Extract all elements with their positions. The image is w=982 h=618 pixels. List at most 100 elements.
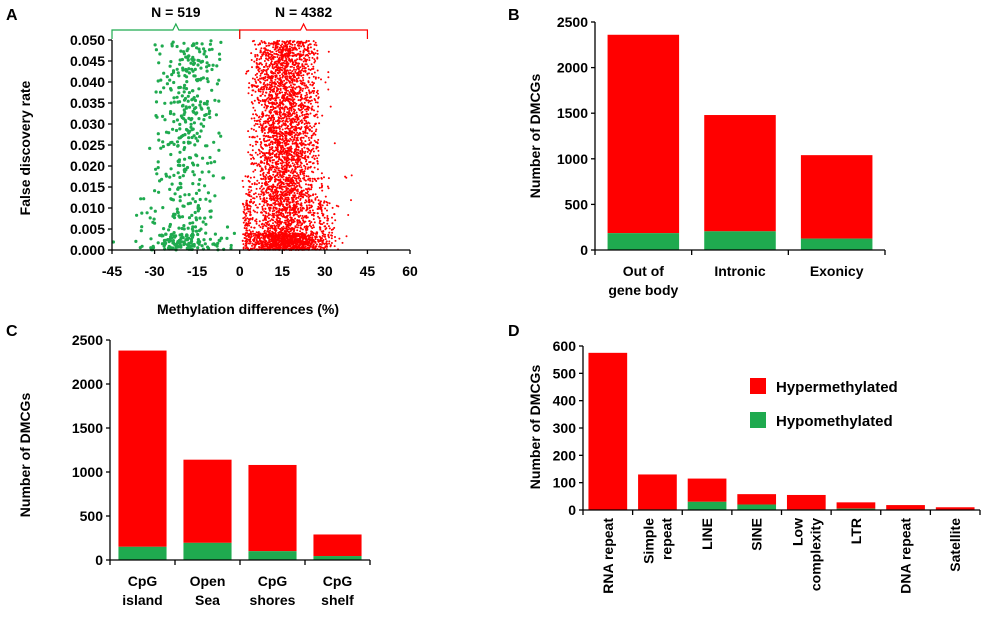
hypo-point bbox=[208, 109, 212, 113]
hyper-point bbox=[251, 183, 254, 185]
hyper-point bbox=[302, 60, 305, 63]
hypermethylated-bar bbox=[183, 459, 232, 543]
hyper-point bbox=[257, 240, 260, 243]
hyper-point bbox=[306, 225, 309, 228]
hyper-point bbox=[259, 100, 262, 102]
hyper-point bbox=[278, 184, 281, 187]
hyper-point bbox=[281, 188, 284, 191]
hyper-point bbox=[275, 167, 278, 170]
hyper-point bbox=[274, 44, 277, 47]
hyper-point bbox=[287, 242, 290, 245]
hyper-point bbox=[256, 206, 259, 209]
hyper-point bbox=[308, 43, 311, 46]
hyper-point bbox=[281, 162, 283, 165]
hyper-point bbox=[268, 159, 271, 162]
hyper-point bbox=[301, 83, 304, 85]
hypo-point bbox=[168, 78, 172, 82]
hyper-point bbox=[251, 136, 254, 139]
hyper-point bbox=[269, 126, 272, 129]
hyper-point bbox=[267, 131, 270, 134]
hyper-point bbox=[272, 186, 275, 189]
hyper-point bbox=[248, 235, 251, 238]
hypo-point bbox=[160, 177, 164, 181]
panel-a-axes: 0.0000.0050.0100.0150.0200.0250.0300.035… bbox=[70, 32, 418, 279]
hyper-point bbox=[301, 67, 304, 70]
hyper-point bbox=[279, 137, 281, 140]
hyper-point bbox=[243, 208, 246, 211]
hyper-point bbox=[308, 206, 311, 209]
hyper-point bbox=[284, 149, 287, 152]
hyper-point bbox=[305, 40, 308, 43]
hyper-point bbox=[312, 245, 315, 248]
hyper-point bbox=[275, 64, 278, 67]
hypo-point bbox=[184, 238, 188, 242]
hypo-point bbox=[183, 193, 187, 197]
hyper-point bbox=[285, 73, 288, 76]
hypo-point bbox=[196, 63, 200, 67]
hyper-point bbox=[250, 84, 253, 87]
hyper-point bbox=[273, 61, 276, 64]
hyper-point bbox=[326, 204, 329, 207]
hyper-point bbox=[276, 119, 279, 122]
hyper-point bbox=[277, 53, 280, 56]
hyper-point bbox=[256, 76, 258, 79]
hyper-point bbox=[284, 240, 287, 242]
hypo-point bbox=[192, 121, 196, 125]
hypo-point bbox=[134, 239, 138, 243]
hyper-point bbox=[279, 181, 282, 184]
hyper-point bbox=[244, 224, 247, 227]
hyper-point bbox=[278, 92, 281, 95]
hyper-point bbox=[302, 132, 305, 135]
hyper-point bbox=[333, 213, 336, 216]
hyper-point bbox=[274, 47, 277, 50]
hypo-point bbox=[190, 57, 194, 61]
hyper-point bbox=[258, 152, 261, 155]
hyper-point bbox=[326, 245, 328, 248]
hyper-point bbox=[306, 243, 309, 246]
hyper-point bbox=[327, 50, 330, 53]
hypo-point bbox=[194, 153, 198, 157]
hyper-point bbox=[254, 140, 257, 143]
hypo-point bbox=[170, 232, 174, 236]
panel-a-x-tick-label: -15 bbox=[187, 263, 207, 279]
hyper-point bbox=[279, 99, 282, 101]
hyper-point bbox=[289, 88, 292, 91]
hyper-point bbox=[270, 58, 273, 61]
hyper-point bbox=[291, 142, 294, 145]
hyper-point bbox=[256, 114, 259, 117]
panel-a-points bbox=[111, 39, 353, 252]
hyper-point bbox=[281, 73, 284, 76]
hyper-point bbox=[278, 204, 281, 207]
hyper-point bbox=[247, 92, 250, 95]
hyper-point bbox=[265, 182, 268, 185]
hyper-point bbox=[278, 111, 281, 114]
hypo-point bbox=[200, 59, 205, 64]
hyper-point bbox=[297, 146, 300, 149]
hypo-point bbox=[192, 107, 197, 111]
hyper-point bbox=[299, 177, 302, 180]
hyper-point bbox=[266, 76, 269, 79]
hyper-point bbox=[293, 40, 296, 43]
hyper-point bbox=[260, 236, 263, 239]
hyper-point bbox=[290, 119, 293, 122]
hyper-point bbox=[276, 71, 279, 74]
hyper-point bbox=[283, 108, 286, 111]
hyper-point bbox=[330, 234, 333, 237]
hyper-point bbox=[280, 146, 282, 149]
hyper-point bbox=[275, 90, 278, 93]
hyper-point bbox=[307, 65, 310, 68]
hyper-point bbox=[276, 160, 279, 163]
hypo-point bbox=[201, 220, 205, 224]
hypo-point bbox=[195, 131, 199, 135]
hyper-point bbox=[259, 80, 261, 83]
hyper-point bbox=[323, 176, 325, 179]
hyper-point bbox=[303, 119, 306, 122]
hyper-point bbox=[241, 239, 244, 242]
hyper-point bbox=[264, 176, 267, 178]
hyper-point bbox=[283, 245, 286, 247]
hyper-point bbox=[313, 58, 316, 61]
hypo-point bbox=[217, 52, 222, 56]
hyper-point bbox=[302, 193, 305, 196]
hyper-point bbox=[249, 222, 252, 225]
hyper-point bbox=[309, 46, 312, 49]
